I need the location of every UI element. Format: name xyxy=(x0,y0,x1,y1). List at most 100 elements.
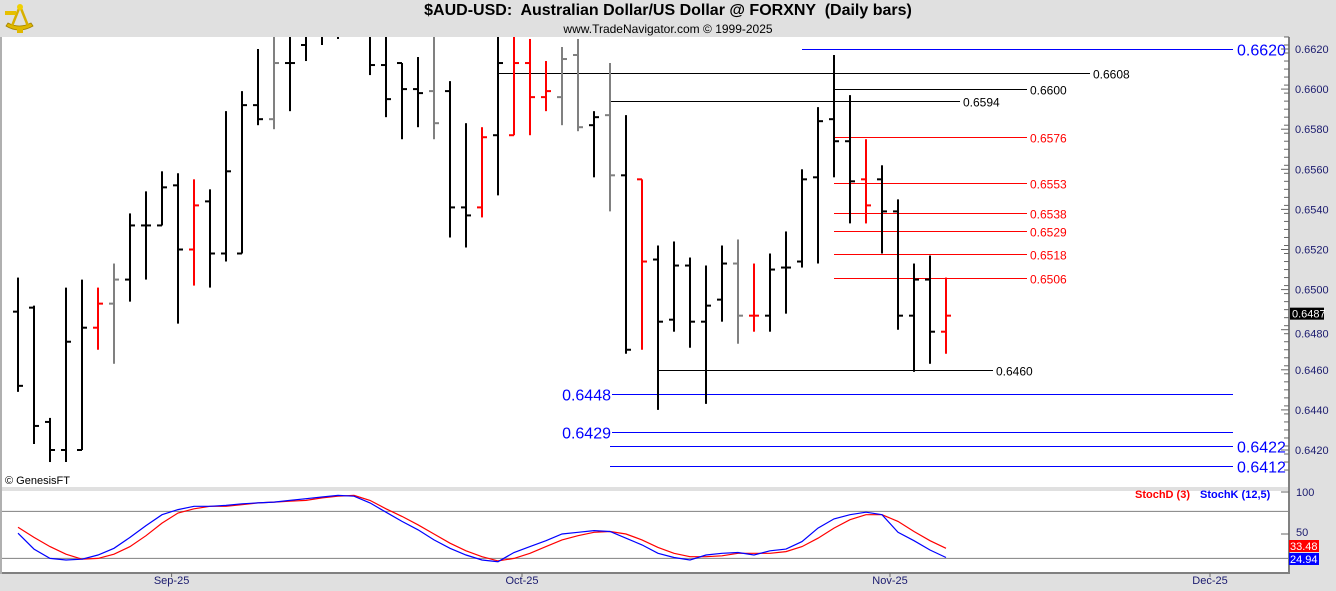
price-bar xyxy=(493,37,503,196)
price-bar xyxy=(189,179,199,286)
price-bar xyxy=(413,57,423,128)
price-bar xyxy=(381,37,391,118)
date-axis-label: Oct-25 xyxy=(505,575,538,587)
price-bar xyxy=(429,37,439,140)
price-bar xyxy=(925,255,935,364)
price-bar xyxy=(557,46,567,126)
price-bar xyxy=(829,55,839,178)
price-axis-label: 0.6620 xyxy=(1295,44,1329,56)
level-label: 0.6576 xyxy=(1030,132,1067,146)
price-bar xyxy=(321,37,323,45)
price-axis-label: 0.6500 xyxy=(1295,285,1329,297)
price-axis-label: 0.6580 xyxy=(1295,124,1329,136)
level-label: 0.6538 xyxy=(1030,208,1067,222)
stochk-legend: StochK (12,5) xyxy=(1200,489,1271,501)
stoch-axis-label: 50 xyxy=(1296,527,1308,539)
price-axis-label: 0.6480 xyxy=(1295,329,1329,341)
price-bar xyxy=(237,91,247,255)
price-bar xyxy=(61,287,71,463)
price-bar xyxy=(845,95,855,224)
stoch-value-label: 24.94 xyxy=(1290,554,1318,566)
price-bar xyxy=(369,37,375,76)
price-bar xyxy=(397,62,407,140)
price-axis-label: 0.6520 xyxy=(1295,245,1329,257)
chart-subtitle: www.TradeNavigator.com © 1999-2025 xyxy=(563,22,773,36)
price-axis-label: 0.6540 xyxy=(1295,204,1329,216)
price-bar xyxy=(445,81,455,238)
level-label: 0.6412 xyxy=(1237,460,1286,477)
stoch-value-label: 33.48 xyxy=(1290,541,1318,553)
last-price-label: 0.6487 xyxy=(1292,309,1326,321)
level-label: 0.6506 xyxy=(1030,273,1067,287)
price-bar xyxy=(685,257,695,348)
last-price-badge xyxy=(1290,307,1324,320)
price-axis-label: 0.6600 xyxy=(1295,84,1329,96)
price-bar xyxy=(765,253,775,332)
price-bar xyxy=(621,115,631,354)
price-axis-label: 0.6560 xyxy=(1295,164,1329,176)
price-bar xyxy=(45,417,55,463)
level-label: 0.6518 xyxy=(1030,249,1067,263)
price-bar xyxy=(781,231,791,314)
stoch-axis-label: 100 xyxy=(1296,487,1314,499)
stochd-legend: StochD (3) xyxy=(1135,489,1190,501)
price-bar xyxy=(477,127,487,218)
stoch-panel[interactable] xyxy=(2,491,1288,572)
price-bar xyxy=(13,277,23,392)
price-bar xyxy=(509,37,519,137)
level-label: 0.6422 xyxy=(1237,440,1286,457)
level-label: 0.6429 xyxy=(562,426,611,443)
price-bar xyxy=(813,107,823,264)
date-axis-label: Dec-25 xyxy=(1192,575,1227,587)
level-label: 0.6600 xyxy=(1030,84,1067,98)
date-axis-label: Nov-25 xyxy=(872,575,907,587)
stochd-line xyxy=(17,494,947,562)
price-bar xyxy=(909,263,919,372)
price-bar xyxy=(301,37,307,62)
price-bar xyxy=(893,199,903,330)
price-bar xyxy=(797,169,807,268)
price-bar xyxy=(653,245,663,410)
price-bar xyxy=(717,245,727,322)
level-label: 0.6553 xyxy=(1030,178,1067,192)
stochk-line xyxy=(17,494,947,563)
price-bar xyxy=(141,191,151,280)
level-label: 0.6594 xyxy=(963,96,1000,110)
date-axis-label: Sep-25 xyxy=(154,575,189,587)
price-bar xyxy=(77,279,87,451)
price-bar xyxy=(125,213,135,302)
level-label: 0.6448 xyxy=(562,388,611,405)
price-bar xyxy=(525,38,535,136)
copyright-label: © GenesisFT xyxy=(5,475,70,487)
price-bar xyxy=(749,263,759,332)
price-bar xyxy=(173,173,183,324)
price-bar xyxy=(93,287,103,350)
price-bar xyxy=(157,171,167,227)
price-bar xyxy=(637,178,647,350)
price-bar xyxy=(29,305,39,444)
price-bar xyxy=(253,49,263,126)
level-label: 0.6460 xyxy=(996,365,1033,379)
stoch-value-badge xyxy=(1289,540,1319,552)
price-bar xyxy=(109,263,119,364)
level-label: 0.6608 xyxy=(1093,68,1130,82)
price-bar xyxy=(285,37,295,112)
price-bar xyxy=(573,38,583,132)
price-axis-label: 0.6420 xyxy=(1295,445,1329,457)
price-bar xyxy=(877,165,887,254)
price-bar xyxy=(541,61,551,112)
price-axis-label: 0.6440 xyxy=(1295,405,1329,417)
level-label: 0.6529 xyxy=(1030,226,1067,240)
price-bar xyxy=(669,241,679,332)
price-bar xyxy=(733,239,743,344)
price-bar xyxy=(269,37,279,130)
price-axis-label: 0.6460 xyxy=(1295,365,1329,377)
price-bar xyxy=(941,277,951,354)
level-label: 0.6620 xyxy=(1237,43,1286,60)
stoch-value-badge xyxy=(1289,553,1319,565)
price-bar xyxy=(205,189,215,288)
price-bar xyxy=(605,63,615,212)
price-bar xyxy=(221,111,231,262)
price-bar xyxy=(589,111,599,178)
